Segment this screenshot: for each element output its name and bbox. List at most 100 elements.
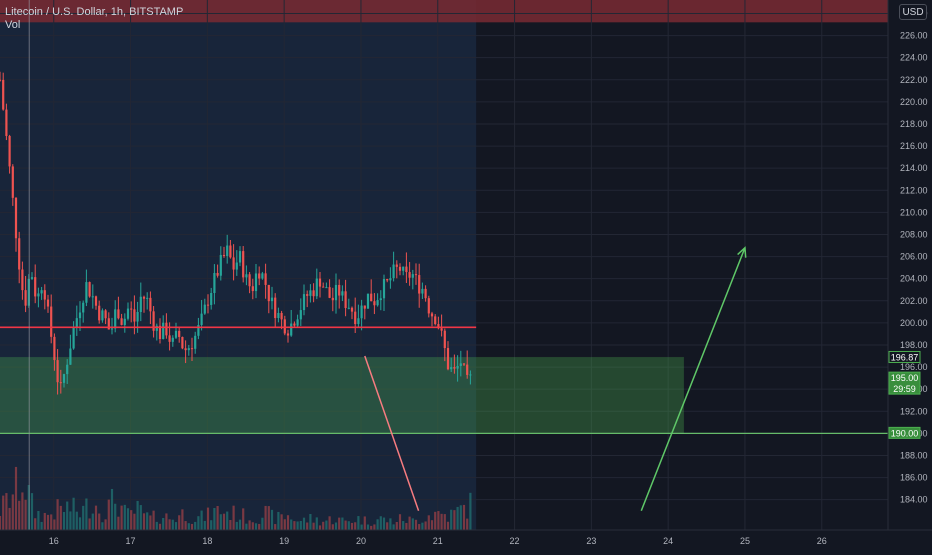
candle-body: [50, 306, 53, 337]
price-tick-label: 184.00: [900, 495, 928, 505]
candle-body: [354, 311, 357, 325]
volume-bar: [306, 522, 309, 530]
volume-bar: [219, 514, 222, 530]
volume-bar: [50, 514, 53, 530]
candle-body: [155, 325, 158, 331]
candle-body: [408, 272, 411, 278]
volume-bar: [152, 510, 155, 530]
volume-bar: [114, 503, 117, 530]
volume-bar: [395, 521, 398, 530]
candle-body: [30, 277, 34, 279]
candle-body: [210, 292, 213, 305]
volume-bar: [366, 524, 370, 530]
candle-body: [462, 363, 466, 365]
candle-body: [21, 269, 24, 291]
volume-bar: [24, 499, 27, 530]
volume-bar: [453, 510, 456, 530]
candle-body: [325, 287, 328, 289]
volume-bar: [302, 517, 306, 530]
candle-body: [424, 288, 427, 299]
candle-body: [277, 312, 280, 319]
candle-body: [299, 310, 302, 320]
forecast-down-line: [364, 355, 420, 511]
volume-bar: [254, 523, 258, 530]
candle-body: [187, 348, 190, 351]
candle-body: [104, 310, 107, 319]
volume-bar: [450, 509, 453, 530]
time-tick-label: 26: [817, 536, 827, 546]
candle-body: [94, 296, 98, 306]
candle-body: [72, 327, 75, 349]
volume-bar: [206, 507, 210, 530]
volume-bar: [14, 466, 18, 530]
volume-bar: [293, 521, 296, 530]
price-axis-bg: [888, 0, 932, 550]
volume-bar: [414, 519, 418, 530]
volume-bar: [165, 513, 168, 530]
candle-body: [174, 330, 178, 338]
candle-body: [190, 348, 194, 350]
volume-bar: [379, 516, 382, 530]
volume-bar: [30, 493, 34, 530]
candle-body: [46, 299, 50, 307]
volume-bar: [248, 520, 251, 530]
candle-body: [290, 323, 293, 336]
candle-body: [469, 374, 472, 376]
candle-body: [126, 308, 130, 319]
time-tick-label: 24: [663, 536, 673, 546]
volume-bar: [398, 514, 402, 530]
price-tick-label: 204.00: [900, 274, 928, 284]
volume-bar: [229, 519, 232, 530]
volume-bar: [264, 505, 267, 530]
candle-body: [347, 307, 350, 309]
candle-body: [411, 274, 414, 278]
volume-bar: [107, 499, 110, 530]
price-tick-label: 216.00: [900, 141, 928, 151]
candle-body: [197, 324, 200, 336]
volume-bar: [110, 488, 114, 530]
volume-bar: [261, 517, 264, 530]
candle-body: [392, 264, 395, 279]
volume-bar: [43, 512, 46, 530]
candle-body: [366, 293, 370, 309]
volume-bar: [62, 512, 66, 530]
candle-body: [152, 311, 155, 331]
candle-body: [248, 274, 251, 287]
price-tick-label: 224.00: [900, 53, 928, 63]
volume-bar: [117, 516, 120, 530]
price-tick-label: 196.00: [900, 362, 928, 372]
currency-button[interactable]: USD: [899, 4, 927, 20]
volume-bar: [360, 524, 363, 530]
volume-bar: [34, 518, 37, 530]
volume-bar: [91, 513, 94, 530]
candle-body: [350, 307, 354, 312]
volume-bar: [85, 498, 88, 530]
candle-body: [110, 328, 114, 330]
volume-bar: [142, 513, 146, 530]
time-tick-label: 25: [740, 536, 750, 546]
candle-body: [62, 374, 66, 383]
volume-bar: [146, 512, 149, 530]
candle-body: [267, 284, 270, 302]
top-band: [0, 0, 888, 23]
volume-bar: [245, 523, 248, 530]
symbol-title[interactable]: Litecoin / U.S. Dollar, 1h, BITSTAMP: [5, 6, 184, 18]
volume-bar: [328, 516, 331, 530]
volume-indicator-label[interactable]: Vol: [5, 19, 21, 31]
volume-bar: [376, 519, 379, 530]
candle-body: [245, 274, 248, 278]
volume-bar: [283, 519, 286, 530]
candle-body: [258, 273, 261, 279]
volume-bar: [344, 520, 347, 530]
volume-bar: [408, 516, 411, 530]
volume-bar: [78, 517, 82, 530]
candle-body: [91, 296, 94, 298]
candle-body: [318, 278, 322, 287]
candle-body: [136, 311, 139, 322]
time-axis-labels: 16 17 18 19 20 21 22 23 24 25 26: [49, 536, 827, 546]
candle-body: [414, 274, 418, 276]
volume-bar: [0, 515, 2, 530]
